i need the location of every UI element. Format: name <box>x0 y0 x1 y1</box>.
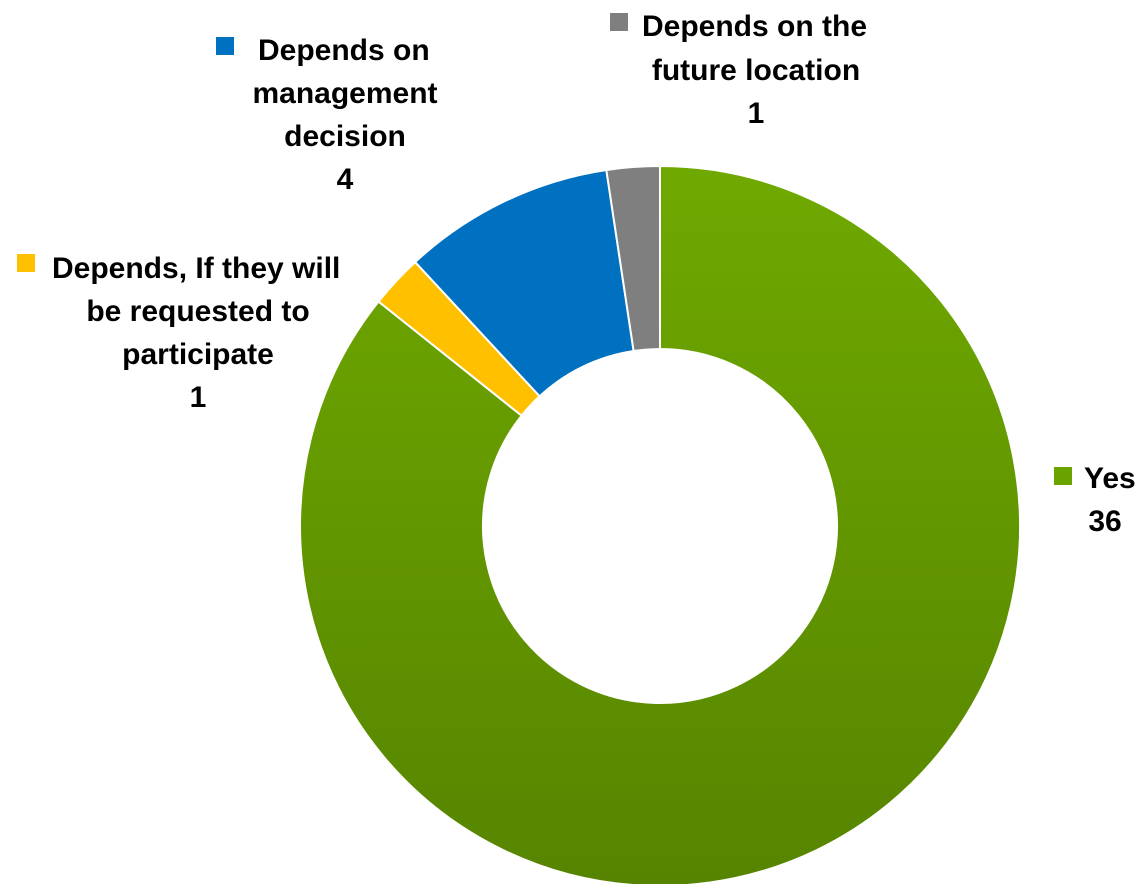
slice-label-management-line2: management <box>252 77 437 110</box>
slice-label-requested-line2: be requested to <box>86 295 309 328</box>
slice-label-management-line1: Depends on <box>258 34 430 67</box>
donut-slices <box>299 164 1021 884</box>
label-group-future-location: Depends on the future location 1 <box>610 10 867 130</box>
slice-label-requested-line3: participate <box>122 338 274 371</box>
donut-slice-future-location <box>605 164 661 353</box>
legend-marker-yes <box>1054 467 1072 485</box>
label-group-yes: Yes 36 <box>1054 462 1136 538</box>
donut-slice-yes <box>299 164 1021 884</box>
slice-label-requested-line1: Depends, If they will <box>52 252 340 285</box>
slice-value-yes: 36 <box>1088 505 1121 538</box>
slice-label-yes: Yes <box>1084 462 1136 495</box>
slice-value-future-location: 1 <box>748 97 765 130</box>
legend-marker-requested <box>17 254 35 272</box>
slice-value-requested: 1 <box>190 381 207 414</box>
label-group-requested: Depends, If they will be requested to pa… <box>17 252 340 414</box>
label-group-management: Depends on management decision 4 <box>216 34 438 196</box>
legend-marker-future-location <box>610 13 628 31</box>
slice-label-management-line3: decision <box>284 120 406 153</box>
slice-value-management: 4 <box>337 163 354 196</box>
slice-label-future-location-line2: future location <box>652 54 860 87</box>
legend-marker-management <box>216 37 234 55</box>
slice-label-future-location-line1: Depends on the <box>642 10 867 43</box>
